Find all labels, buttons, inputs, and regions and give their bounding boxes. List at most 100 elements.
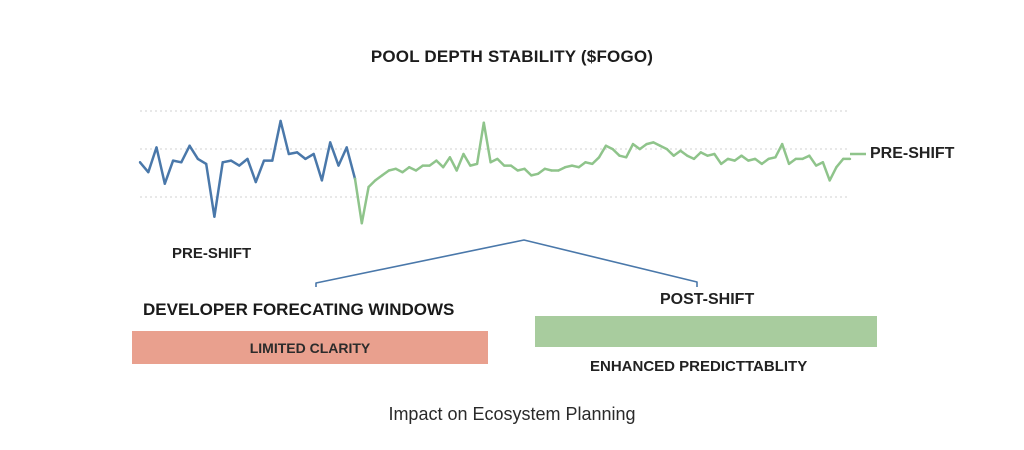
post-shift-point-11 bbox=[428, 164, 431, 167]
post-shift-point-71 bbox=[835, 166, 838, 169]
post-shift-point-4 bbox=[380, 174, 384, 177]
post-shift-point-29 bbox=[550, 169, 553, 172]
post-shift-point-46 bbox=[665, 147, 669, 151]
post-shift-point-38 bbox=[611, 147, 614, 151]
pre-shift-point-4 bbox=[171, 159, 175, 162]
post-shift-point-6 bbox=[394, 167, 397, 171]
post-shift-point-31 bbox=[564, 166, 567, 169]
post-shift-point-25 bbox=[523, 167, 526, 171]
pre-shift-point-5 bbox=[180, 161, 183, 164]
post-shift-point-16 bbox=[462, 152, 465, 156]
post-shift-point-32 bbox=[570, 164, 574, 167]
pre-shift-point-25 bbox=[345, 146, 348, 149]
pre-shift-point-15 bbox=[262, 159, 266, 162]
post-shift-point-17 bbox=[469, 164, 472, 167]
post-shift-point-30 bbox=[557, 169, 560, 172]
post-shift-point-21 bbox=[496, 157, 499, 161]
post-shift-point-35 bbox=[591, 162, 594, 166]
post-shift-point-72 bbox=[842, 157, 845, 161]
post-shift-point-51 bbox=[699, 151, 703, 154]
pre-shift-point-21 bbox=[312, 152, 315, 156]
post-shift-point-1 bbox=[360, 222, 363, 225]
post-shift-point-55 bbox=[726, 157, 730, 161]
pre-shift-series-line bbox=[139, 119, 357, 218]
pre-shift-point-16 bbox=[271, 159, 274, 162]
post-shift-point-68 bbox=[814, 164, 818, 167]
post-shift-point-50 bbox=[692, 157, 696, 161]
post-shift-point-58 bbox=[747, 159, 750, 162]
post-shift-point-34 bbox=[584, 161, 587, 164]
pre-shift-point-13 bbox=[246, 157, 249, 161]
post-shift-point-37 bbox=[604, 144, 608, 147]
post-shift-point-19 bbox=[482, 121, 486, 124]
post-shift-point-27 bbox=[536, 172, 540, 175]
post-shift-point-54 bbox=[719, 162, 723, 166]
pre-shift-point-17 bbox=[279, 119, 282, 123]
post-shift-point-43 bbox=[645, 142, 648, 146]
post-shift-point-67 bbox=[808, 154, 811, 157]
post-shift-point-9 bbox=[414, 169, 418, 172]
post-shift-point-60 bbox=[760, 162, 764, 166]
pre-shift-point-3 bbox=[163, 182, 167, 185]
post-shift-point-48 bbox=[679, 149, 682, 152]
post-shift-series-line bbox=[353, 121, 850, 225]
post-shift-point-57 bbox=[740, 154, 743, 157]
pre-shift-point-9 bbox=[213, 215, 216, 218]
pre-shift-point-11 bbox=[229, 159, 233, 162]
post-shift-point-3 bbox=[374, 179, 377, 182]
forecast-bracket-connector bbox=[315, 239, 698, 287]
post-shift-point-66 bbox=[801, 157, 804, 161]
post-shift-point-18 bbox=[475, 162, 479, 166]
post-shift-point-10 bbox=[421, 164, 425, 167]
pre-shift-point-8 bbox=[204, 162, 208, 166]
post-shift-label: POST-SHIFT bbox=[660, 291, 755, 308]
limited-clarity-bar: LIMITED CLARITY bbox=[132, 331, 488, 364]
enhanced-predictability-label: ENHANCED PREDICTTABLITY bbox=[590, 358, 808, 375]
post-shift-point-0 bbox=[353, 177, 357, 180]
post-shift-point-49 bbox=[686, 154, 689, 157]
post-shift-point-70 bbox=[828, 179, 831, 182]
post-shift-point-20 bbox=[489, 161, 492, 164]
enhanced-predictability-bar bbox=[535, 316, 877, 347]
post-shift-point-13 bbox=[441, 166, 445, 169]
post-shift-point-63 bbox=[780, 142, 784, 146]
post-shift-point-8 bbox=[408, 166, 411, 169]
post-shift-point-65 bbox=[794, 157, 797, 161]
developer-forecasting-windows-label: DEVELOPER FORECATING WINDOWS bbox=[143, 300, 455, 319]
pre-shift-point-6 bbox=[188, 144, 191, 147]
post-shift-point-7 bbox=[401, 170, 404, 174]
post-shift-point-64 bbox=[787, 162, 791, 166]
pre-shift-point-19 bbox=[295, 151, 299, 154]
pre-shift-point-23 bbox=[328, 141, 332, 144]
post-shift-point-26 bbox=[530, 174, 533, 177]
pre-shift-point-24 bbox=[337, 164, 340, 167]
post-shift-point-15 bbox=[455, 169, 458, 172]
post-shift-point-44 bbox=[652, 141, 655, 144]
post-shift-point-5 bbox=[387, 169, 391, 172]
limited-clarity-label: LIMITED CLARITY bbox=[249, 339, 371, 356]
pre-shift-legend-label: PRE-SHIFT bbox=[870, 145, 955, 162]
pre-shift-point-20 bbox=[304, 157, 307, 161]
post-shift-point-14 bbox=[448, 156, 452, 159]
pre-shift-point-18 bbox=[287, 152, 291, 156]
post-shift-point-69 bbox=[821, 161, 825, 164]
post-shift-point-12 bbox=[435, 159, 438, 162]
post-shift-point-40 bbox=[625, 156, 628, 159]
post-shift-point-41 bbox=[631, 142, 635, 146]
post-shift-point-56 bbox=[733, 159, 736, 162]
pre-shift-point-10 bbox=[221, 161, 224, 164]
pre-shift-point-22 bbox=[320, 179, 324, 182]
post-shift-point-2 bbox=[367, 185, 370, 189]
post-shift-point-59 bbox=[753, 157, 757, 161]
pre-shift-point-0 bbox=[138, 161, 142, 164]
post-shift-point-33 bbox=[577, 166, 580, 169]
pre-shift-point-14 bbox=[254, 180, 257, 184]
post-shift-point-39 bbox=[618, 154, 621, 157]
chart-title: POOL DEPTH STABILITY ($FOGO) bbox=[370, 47, 654, 66]
pre-shift-point-12 bbox=[238, 164, 241, 167]
post-shift-point-36 bbox=[597, 156, 601, 159]
post-shift-point-47 bbox=[672, 154, 675, 157]
post-shift-point-42 bbox=[638, 147, 641, 151]
post-shift-point-53 bbox=[713, 152, 716, 156]
